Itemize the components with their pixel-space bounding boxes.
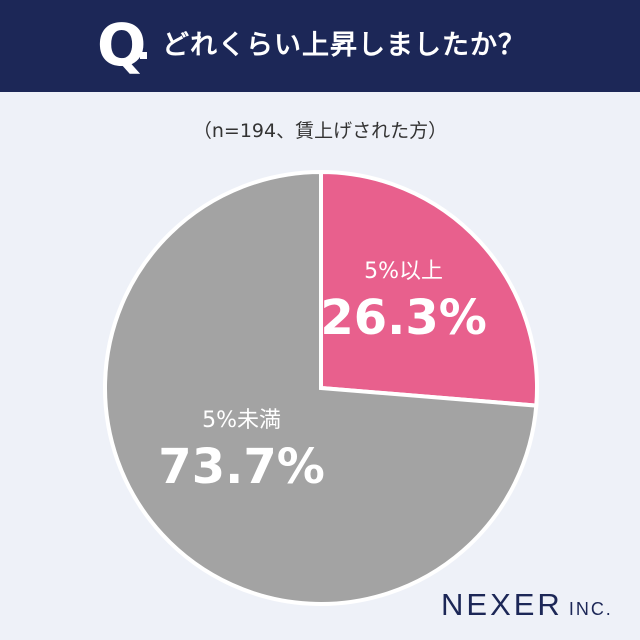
q-mark: Q [97,11,147,79]
pie-slice [319,169,539,408]
question-title: どれくらい上昇しましたか？ [162,30,526,61]
brand-suffix: INC. [568,599,613,619]
slice-value-label: 73.7% [158,439,325,495]
pie-slice [103,169,539,606]
slice-category-label: 5%以上 [364,259,443,284]
q-dot [140,52,147,59]
sample-note: （n=194、賃上げされた方） [192,120,448,142]
brand-name: NEXER [441,587,563,622]
header-banner: Q どれくらい上昇しましたか？ [0,0,640,92]
slice-category-label: 5%未満 [202,408,281,433]
brand-logo: NEXER INC. [441,588,613,628]
slice-value-label: 26.3% [320,290,487,346]
